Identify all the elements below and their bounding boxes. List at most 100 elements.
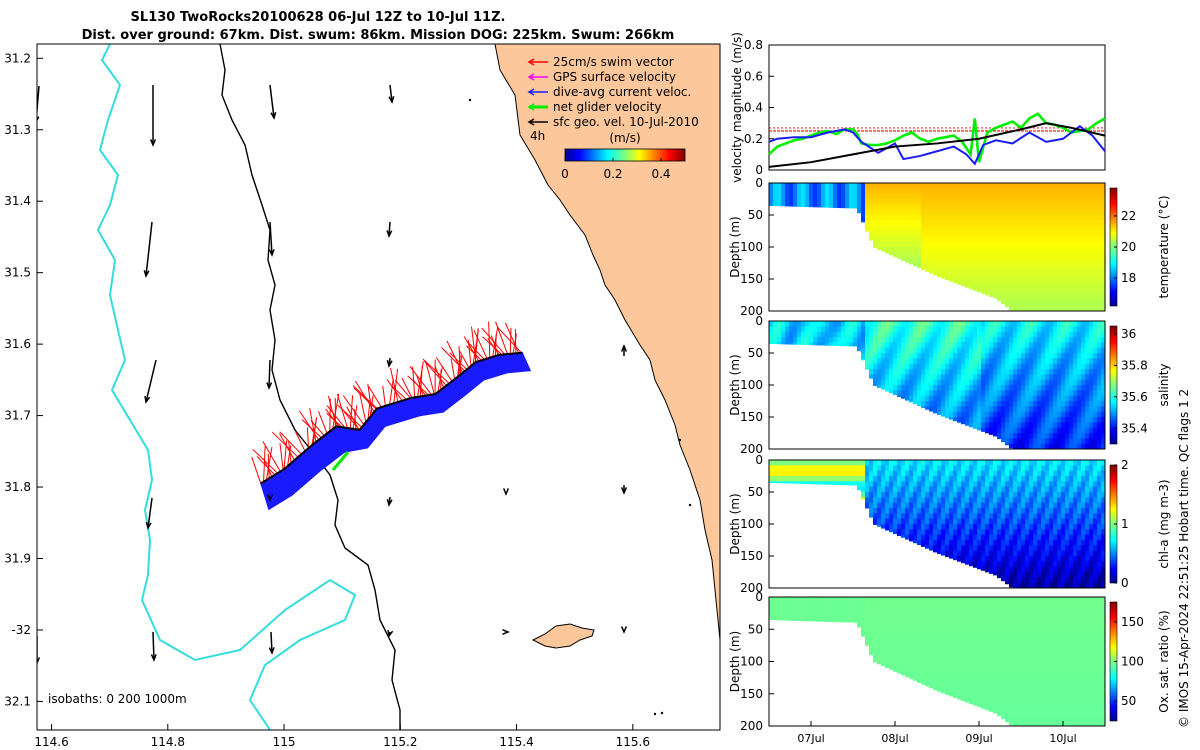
profile-cell xyxy=(889,486,894,493)
profile-cell xyxy=(961,193,966,200)
profile-cell xyxy=(981,358,986,365)
profile-cell xyxy=(965,640,970,646)
geo-arrow-head xyxy=(150,654,157,662)
profile-cell xyxy=(797,613,802,619)
profile-cell xyxy=(985,470,990,477)
profile-cell xyxy=(1101,300,1106,307)
profile-cell xyxy=(977,321,982,327)
profile-cell xyxy=(1097,443,1102,450)
profile-cell xyxy=(1001,438,1006,443)
profile-cell xyxy=(905,241,910,248)
profile-cell xyxy=(1009,358,1014,365)
profile-cell xyxy=(1077,241,1082,248)
profile-cell xyxy=(973,385,978,391)
profile-cell xyxy=(1089,486,1094,493)
profile-cell xyxy=(949,534,954,541)
profile-cell xyxy=(1057,513,1062,520)
profile-cell xyxy=(813,602,818,609)
profile-cell xyxy=(913,597,918,603)
profile-cell xyxy=(949,385,954,391)
profile-cell xyxy=(973,374,978,381)
profile-cell xyxy=(1001,225,1006,232)
profile-cell xyxy=(777,331,782,338)
profile-cell xyxy=(921,326,926,333)
profile-cell xyxy=(1101,433,1106,439)
profile-cell xyxy=(1081,582,1086,589)
profile-cell xyxy=(937,629,942,636)
profile-cell xyxy=(861,470,866,477)
profile-cell xyxy=(965,215,970,221)
profile-cell xyxy=(977,513,982,520)
profile-cell xyxy=(1057,204,1062,211)
profile-cell xyxy=(953,497,958,504)
profile-cell xyxy=(817,613,822,619)
profile-cell xyxy=(1029,193,1034,200)
profile-cell xyxy=(1049,566,1054,573)
profile-cell xyxy=(1041,199,1046,205)
profile-cell xyxy=(1097,193,1102,200)
profile-cell xyxy=(813,460,818,466)
profile-cell xyxy=(1001,550,1006,557)
profile-cell xyxy=(769,470,774,477)
profile-cell xyxy=(937,204,942,211)
profile-cell xyxy=(1001,385,1006,391)
profile-cell xyxy=(969,556,974,562)
profile-cell xyxy=(773,597,778,603)
profile-cell xyxy=(1049,502,1054,509)
profile-cell xyxy=(893,331,898,338)
profile-cell xyxy=(985,331,990,338)
profile-cell xyxy=(785,613,790,619)
profile-cell xyxy=(1065,215,1070,221)
profile-cell xyxy=(1017,188,1022,195)
profile-cell xyxy=(777,193,782,200)
profile-cell xyxy=(985,427,990,434)
geo-arrow-head xyxy=(386,499,393,507)
swim-vector xyxy=(441,347,466,372)
profile-cell xyxy=(937,634,942,641)
profile-cell xyxy=(1013,566,1018,573)
profile-cell xyxy=(889,209,894,216)
profile-cell xyxy=(1037,390,1042,397)
profile-cell xyxy=(1041,284,1046,291)
profile-cell xyxy=(849,331,854,338)
profile-cell xyxy=(905,199,910,205)
profile-cell xyxy=(869,640,874,646)
profile-cell xyxy=(1021,279,1026,285)
profile-cell xyxy=(969,374,974,381)
profile-cell xyxy=(1013,183,1018,189)
profile-cell xyxy=(805,326,810,333)
profile-cell xyxy=(1013,358,1018,365)
profile-cell xyxy=(1053,465,1058,472)
profile-cell xyxy=(909,518,914,525)
profile-cell xyxy=(1045,518,1050,525)
profile-cell xyxy=(1077,417,1082,423)
profile-cell xyxy=(969,529,974,536)
profile-cell xyxy=(1001,199,1006,205)
profile-cell xyxy=(989,640,994,646)
profile-cell xyxy=(1101,438,1106,445)
profile-cell xyxy=(857,465,862,472)
profile-cell xyxy=(1025,401,1030,407)
profile-cell xyxy=(997,279,1002,285)
profile-cell xyxy=(961,236,966,243)
profile-cell xyxy=(917,374,922,381)
profile-cell xyxy=(813,183,818,189)
profile-cell xyxy=(1013,401,1018,407)
profile-cell xyxy=(965,597,970,603)
profile-cell xyxy=(1017,481,1022,488)
profile-cell xyxy=(1061,395,1066,402)
profile-cell xyxy=(1077,204,1082,211)
profile-cell xyxy=(961,492,966,498)
profile-cell xyxy=(969,321,974,327)
profile-cell xyxy=(877,326,882,333)
profile-cell xyxy=(1025,379,1030,386)
profile-cell xyxy=(889,597,894,603)
profile-cell xyxy=(1073,427,1078,434)
profile-cell xyxy=(897,379,902,386)
swim-vector xyxy=(423,360,447,386)
profile-cell xyxy=(1017,236,1022,243)
profile-cell xyxy=(841,331,846,338)
profile-cell xyxy=(1005,417,1010,423)
profile-cell xyxy=(1037,417,1042,423)
profile-cell xyxy=(965,502,970,509)
